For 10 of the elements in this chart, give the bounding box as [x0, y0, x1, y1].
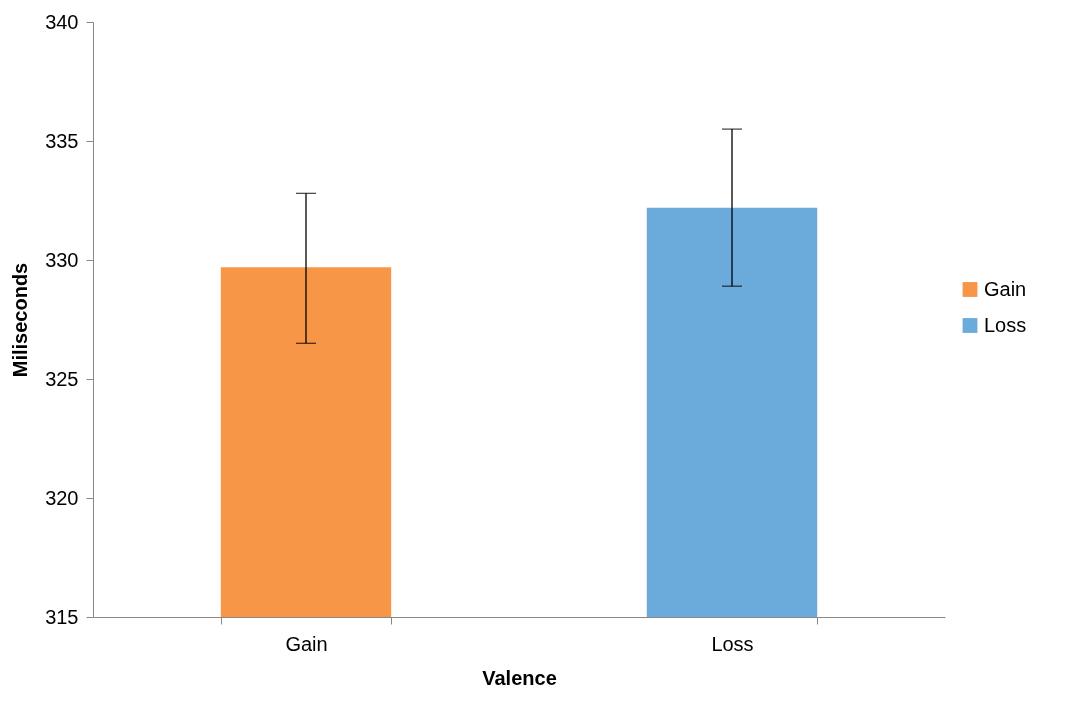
legend-label: Loss: [984, 313, 1027, 336]
y-tick-label: 315: [45, 605, 79, 628]
y-tick-label: 325: [45, 367, 79, 390]
x-axis-title: Valence: [482, 666, 557, 689]
y-axis-title: Miliseconds: [9, 262, 32, 378]
y-tick-label: 320: [45, 486, 79, 509]
legend-label: Gain: [984, 277, 1027, 300]
y-tick-label: 340: [45, 10, 79, 33]
y-tick-label: 330: [45, 248, 79, 271]
y-tick-label: 335: [45, 129, 79, 152]
